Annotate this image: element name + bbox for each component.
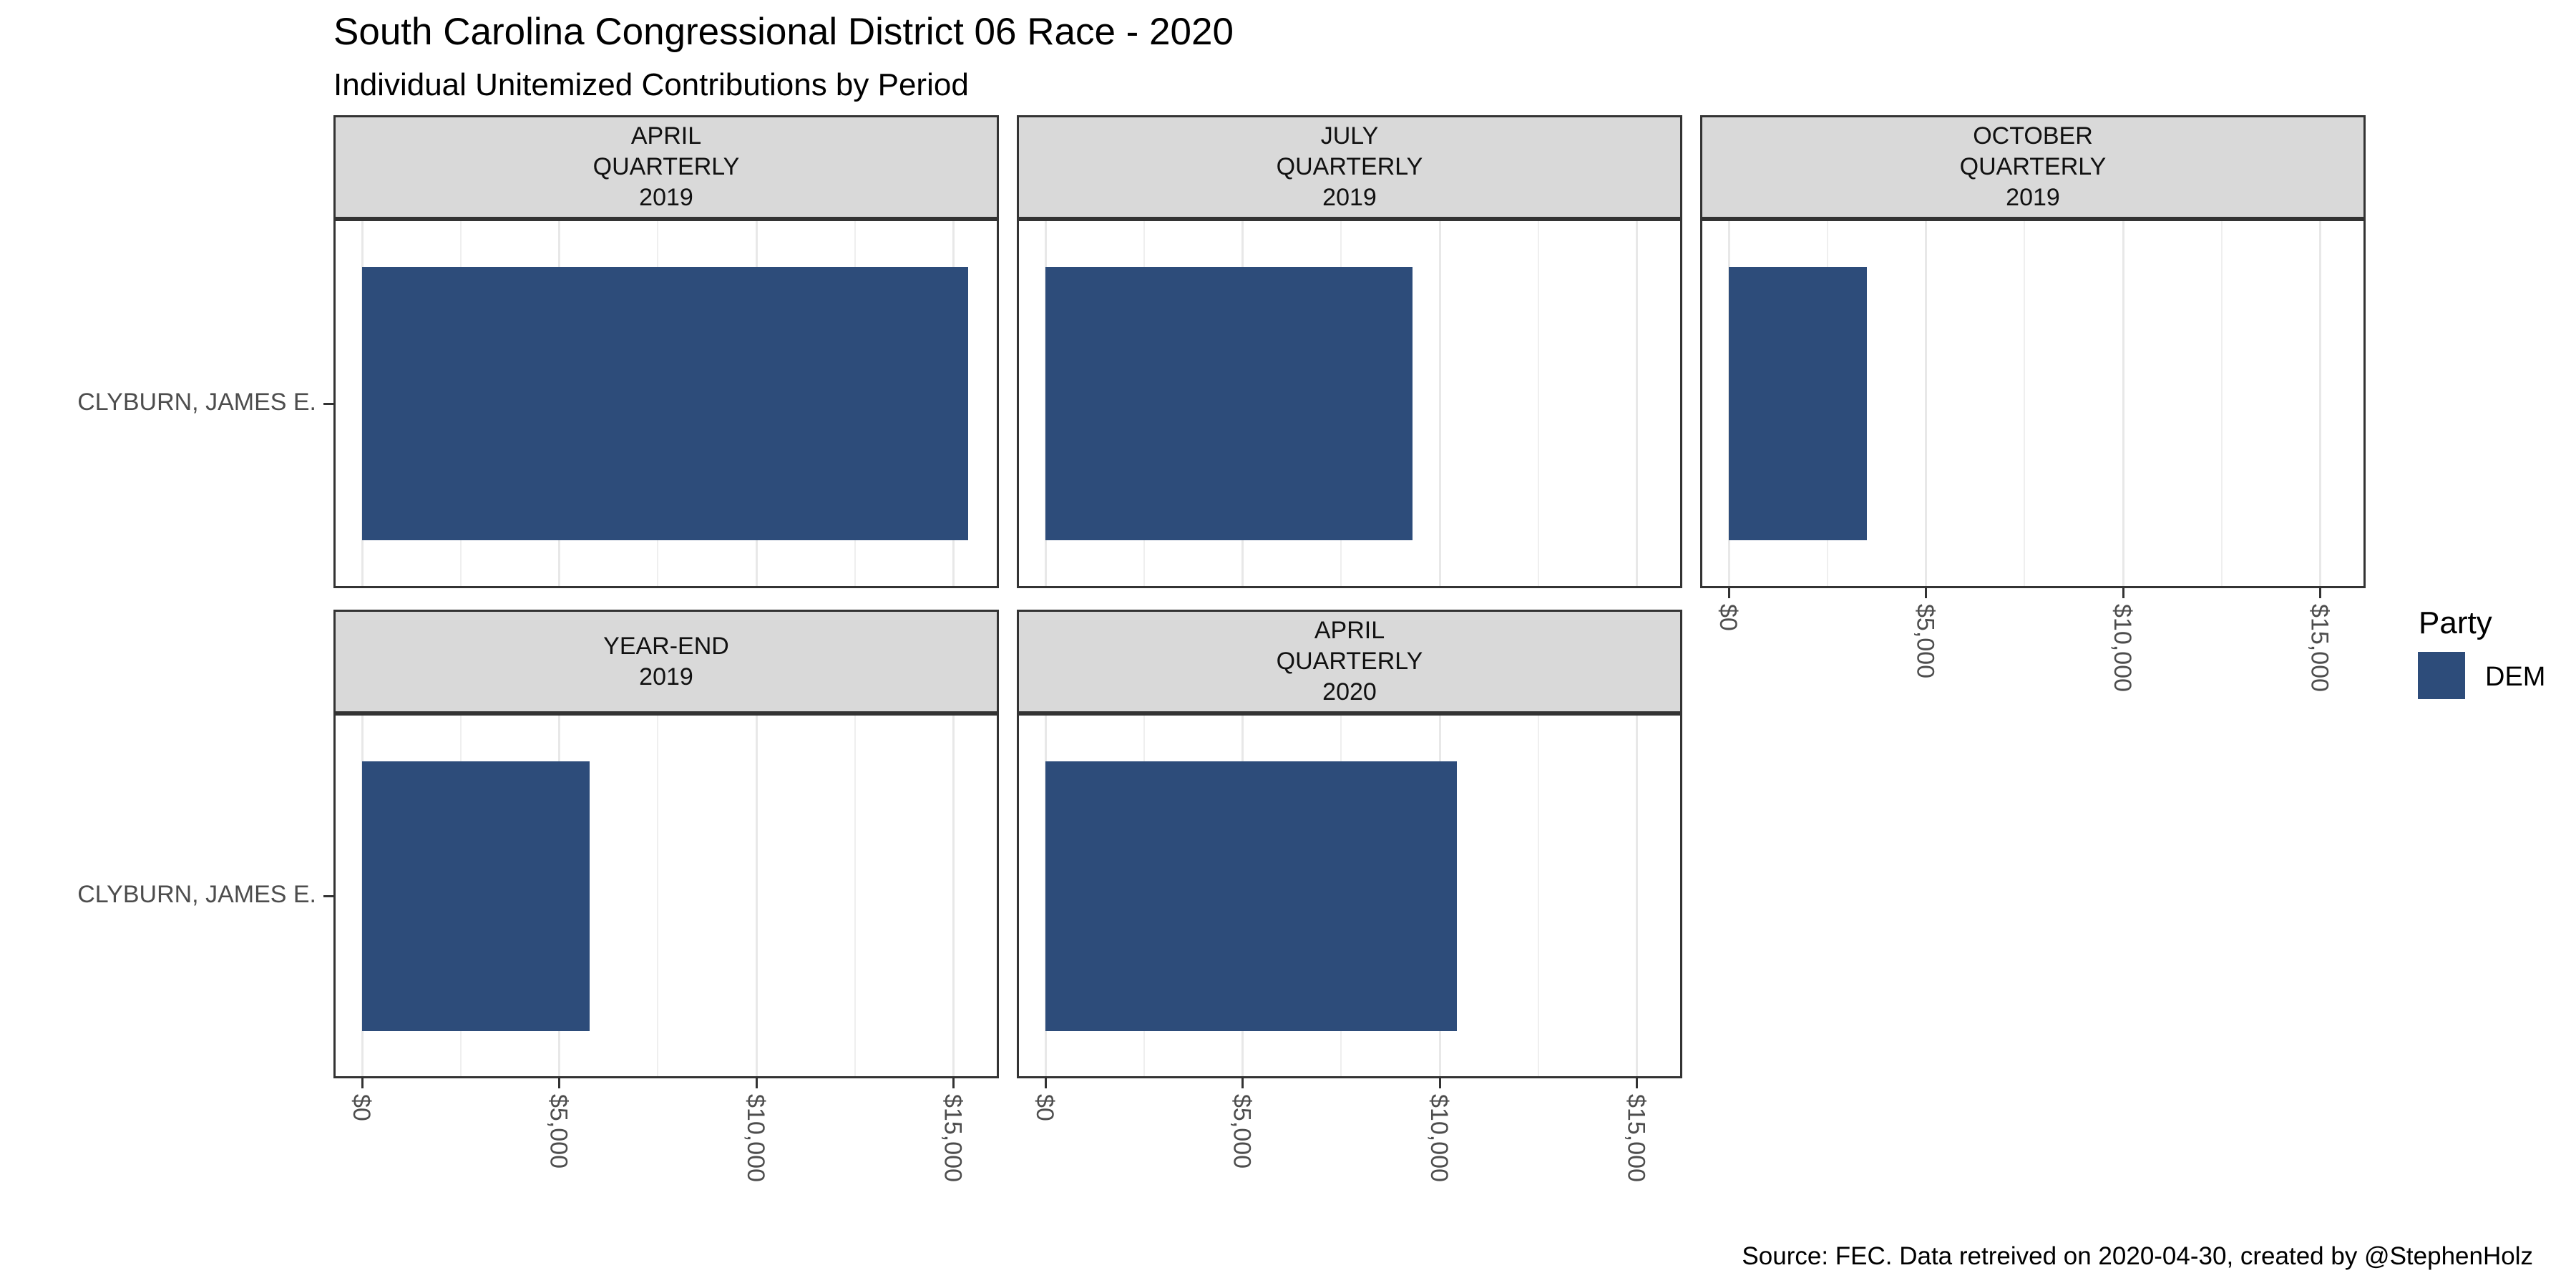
x-axis-label: $15,000	[1622, 1094, 1650, 1182]
gridline-major	[1636, 219, 1639, 588]
x-axis-tick	[1727, 588, 1730, 598]
x-axis-label: $15,000	[2306, 604, 2333, 692]
legend-title: Party	[2419, 605, 2492, 640]
facet-strip-label-line: QUARTERLY	[1959, 153, 2107, 180]
facet-strip-label-line: 2019	[639, 184, 693, 211]
bar-dem-4	[1045, 761, 1457, 1031]
x-axis-tick	[1241, 1078, 1244, 1088]
gridline-minor	[657, 713, 659, 1078]
facet-strip-4: APRIL QUARTERLY 2020	[1017, 610, 1682, 713]
facet-strip-0: APRIL QUARTERLY 2019	[333, 115, 999, 219]
x-axis-label: $5,000	[1911, 604, 1939, 678]
y-axis-label-candidate: CLYBURN, JAMES E.	[77, 881, 316, 908]
x-axis-tick	[361, 1078, 364, 1088]
x-axis-label: $0	[1714, 604, 1742, 631]
legend-label-dem: DEM	[2485, 662, 2546, 692]
chart-title: South Carolina Congressional District 06…	[333, 11, 1234, 53]
facet-strip-1: JULY QUARTERLY 2019	[1017, 115, 1682, 219]
facet-strip-label-line: QUARTERLY	[592, 153, 740, 180]
gridline-major	[952, 713, 955, 1078]
gridline-major	[2122, 219, 2124, 588]
facet-strip-label-line: 2019	[639, 663, 693, 691]
gridline-major	[755, 713, 758, 1078]
y-axis-tick	[323, 894, 333, 897]
x-axis-label: $5,000	[1228, 1094, 1256, 1169]
x-axis-tick	[755, 1078, 758, 1088]
x-axis-tick	[558, 1078, 560, 1088]
chart-subtitle: Individual Unitemized Contributions by P…	[333, 67, 969, 102]
facet-strip-label-line: APRIL	[630, 122, 702, 150]
gridline-minor	[2220, 219, 2223, 588]
facet-strip-label-line: QUARTERLY	[1276, 153, 1423, 180]
bar-dem-3	[362, 761, 590, 1031]
gridline-minor	[1537, 219, 1539, 588]
chart-caption: Source: FEC. Data retreived on 2020-04-3…	[1742, 1242, 2533, 1270]
gridline-major	[1438, 219, 1441, 588]
gridline-minor	[1537, 713, 1539, 1078]
facet-strip-2: OCTOBER QUARTERLY 2019	[1700, 115, 2366, 219]
x-axis-tick	[2319, 588, 2322, 598]
bar-dem-0	[362, 267, 968, 540]
x-axis-label: $10,000	[2109, 604, 2137, 692]
y-axis-label-candidate: CLYBURN, JAMES E.	[77, 389, 316, 416]
facet-strip-label-line: 2019	[1322, 184, 1377, 211]
x-axis-label: $15,000	[939, 1094, 967, 1182]
x-axis-label: $10,000	[742, 1094, 770, 1182]
x-axis-label: $0	[348, 1094, 375, 1121]
x-axis-tick	[1044, 1078, 1047, 1088]
legend-swatch-dem	[2418, 652, 2465, 699]
x-axis-tick	[2122, 588, 2124, 598]
facet-strip-3: YEAR-END 2019	[333, 610, 999, 713]
gridline-minor	[2024, 219, 2026, 588]
facet-strip-label-line: YEAR-END	[603, 632, 729, 660]
gridline-major	[1925, 219, 1927, 588]
x-axis-tick	[952, 1078, 955, 1088]
x-axis-tick	[1438, 1078, 1441, 1088]
facet-strip-label-line: JULY	[1320, 122, 1379, 150]
x-axis-tick	[1636, 1078, 1639, 1088]
gridline-minor	[854, 713, 856, 1078]
facet-strip-label-line: 2020	[1322, 678, 1377, 706]
x-axis-tick	[1925, 588, 1927, 598]
facet-strip-label-line: QUARTERLY	[1276, 648, 1423, 675]
gridline-major	[2319, 219, 2322, 588]
facet-strip-label-line: APRIL	[1314, 617, 1385, 644]
x-axis-label: $10,000	[1425, 1094, 1453, 1182]
bar-dem-1	[1045, 267, 1413, 540]
gridline-major	[1636, 713, 1639, 1078]
y-axis-tick	[323, 402, 333, 405]
x-axis-label: $5,000	[545, 1094, 572, 1169]
facet-strip-label-line: OCTOBER	[1973, 122, 2093, 150]
bar-dem-2	[1729, 267, 1867, 540]
x-axis-label: $0	[1031, 1094, 1058, 1121]
facet-strip-label-line: 2019	[2006, 184, 2060, 211]
